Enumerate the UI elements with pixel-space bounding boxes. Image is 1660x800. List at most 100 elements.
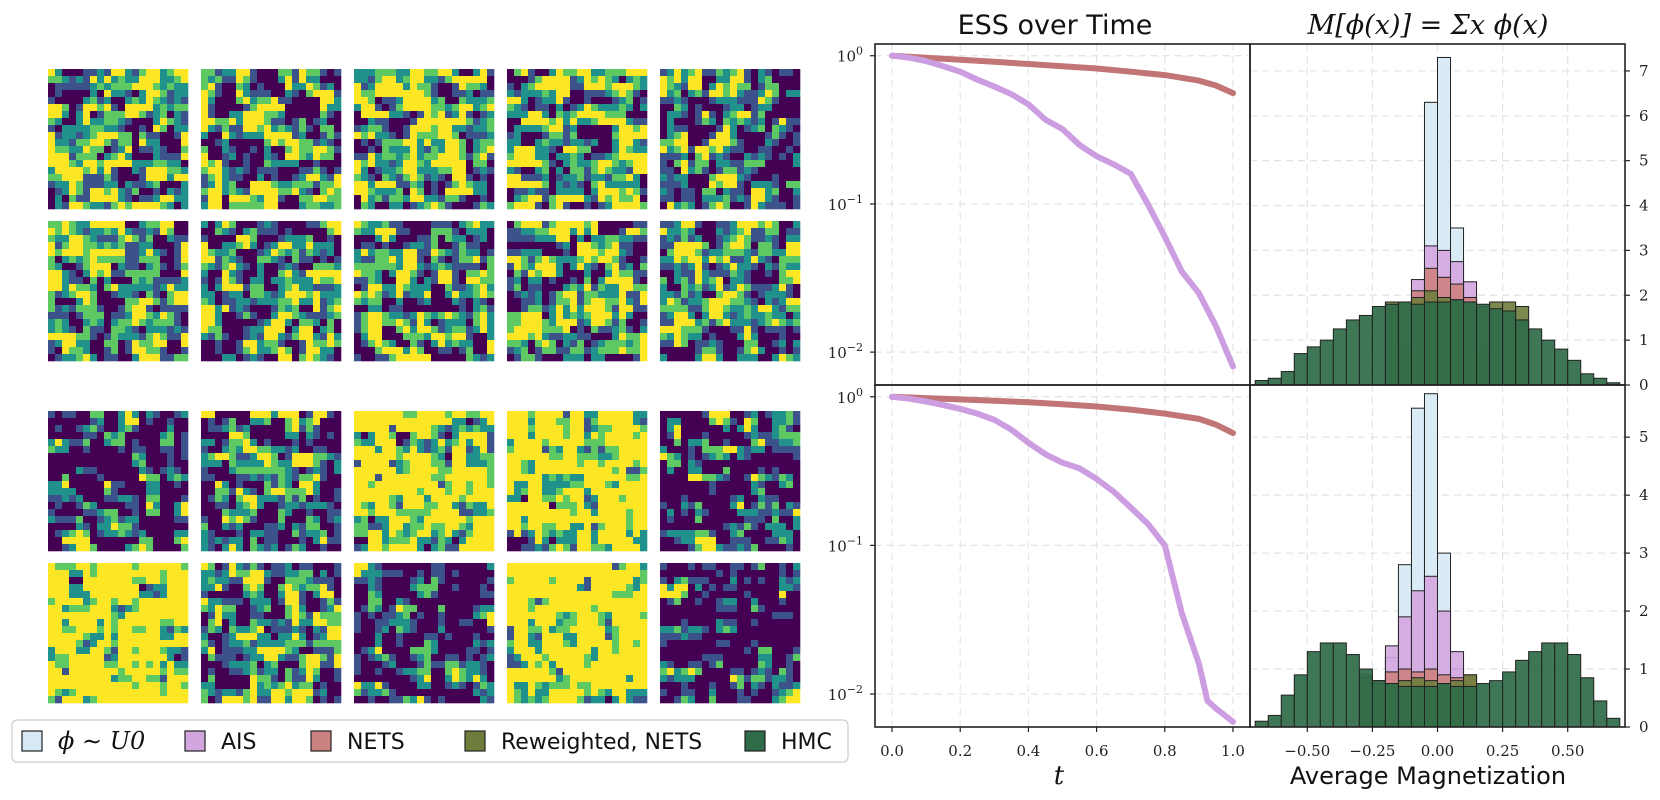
sample-cell bbox=[62, 411, 70, 419]
sample-cell bbox=[313, 467, 321, 475]
sample-cell bbox=[779, 312, 787, 320]
sample-cell bbox=[542, 256, 550, 264]
sample-cell bbox=[612, 125, 620, 133]
sample-cell bbox=[361, 202, 369, 210]
sample-cell bbox=[97, 188, 105, 196]
sample-cell bbox=[139, 195, 147, 203]
sample-cell bbox=[695, 188, 703, 196]
sample-cell bbox=[521, 270, 529, 278]
sample-cell bbox=[278, 132, 286, 140]
sample-cell bbox=[723, 167, 731, 175]
sample-cell bbox=[473, 460, 481, 468]
sample-cell bbox=[382, 256, 390, 264]
sample-cell bbox=[139, 544, 147, 552]
sample-cell bbox=[243, 523, 251, 531]
sample-cell bbox=[299, 249, 307, 257]
sample-cell bbox=[584, 125, 592, 133]
sample-cell bbox=[737, 104, 745, 112]
sample-cell bbox=[160, 432, 168, 440]
sample-cell bbox=[793, 221, 801, 229]
sample-cell bbox=[681, 174, 689, 182]
sample-cell bbox=[605, 76, 613, 84]
sample-cell bbox=[181, 139, 189, 147]
sample-cell bbox=[320, 242, 328, 250]
sample-cell bbox=[528, 76, 536, 84]
sample-cell bbox=[424, 460, 432, 468]
sample-cell bbox=[681, 160, 689, 168]
sample-cell bbox=[626, 340, 634, 348]
sample-cell bbox=[772, 242, 780, 250]
sample-cell bbox=[181, 249, 189, 257]
sample-cell bbox=[667, 111, 675, 119]
sample-cell bbox=[181, 418, 189, 426]
sample-cell bbox=[153, 221, 161, 229]
sample-cell bbox=[299, 495, 307, 503]
sample-cell bbox=[146, 146, 154, 154]
sample-cell bbox=[466, 97, 474, 105]
sample-cell bbox=[772, 235, 780, 243]
sample-cell bbox=[681, 188, 689, 196]
sample-cell bbox=[327, 270, 335, 278]
sample-cell bbox=[688, 118, 696, 126]
sample-cell bbox=[473, 167, 481, 175]
sample-cell bbox=[236, 146, 244, 154]
sample-cell bbox=[146, 340, 154, 348]
sample-cell bbox=[97, 326, 105, 334]
sample-cell bbox=[633, 235, 641, 243]
sample-cell bbox=[417, 319, 425, 327]
sample-cell bbox=[563, 291, 571, 299]
sample-cell bbox=[702, 305, 710, 313]
sample-cell bbox=[97, 104, 105, 112]
sample-cell bbox=[542, 97, 550, 105]
sample-cell bbox=[181, 83, 189, 91]
sample-cell bbox=[76, 242, 84, 250]
sample-cell bbox=[549, 298, 557, 306]
sample-cell bbox=[125, 228, 133, 236]
sample-cell bbox=[779, 174, 787, 182]
sample-cell bbox=[674, 263, 682, 271]
sample-cell bbox=[264, 453, 272, 461]
sample-cell bbox=[118, 425, 126, 433]
sample-cell bbox=[111, 97, 119, 105]
sample-cell bbox=[208, 111, 216, 119]
sample-cell bbox=[528, 242, 536, 250]
sample-cell bbox=[535, 174, 543, 182]
sample-cell bbox=[48, 291, 56, 299]
sample-cell bbox=[382, 195, 390, 203]
sample-cell bbox=[396, 340, 404, 348]
sample-cell bbox=[744, 298, 752, 306]
sample-cell bbox=[146, 291, 154, 299]
sample-cell bbox=[264, 425, 272, 433]
sample-cell bbox=[222, 118, 230, 126]
sample-cell bbox=[299, 460, 307, 468]
sample-cell bbox=[83, 104, 91, 112]
sample-cell bbox=[97, 439, 105, 447]
sample-cell bbox=[417, 104, 425, 112]
sample-cell bbox=[466, 104, 474, 112]
sample-cell bbox=[243, 439, 251, 447]
sample-cell bbox=[612, 111, 620, 119]
sample-cell bbox=[125, 270, 133, 278]
sample-cell bbox=[334, 188, 342, 196]
sample-cell bbox=[786, 97, 794, 105]
sample-cell bbox=[709, 249, 717, 257]
sample-cell bbox=[90, 188, 98, 196]
sample-cell bbox=[285, 509, 293, 517]
sample-cell bbox=[139, 502, 147, 510]
sample-cell bbox=[716, 277, 724, 285]
sample-cell bbox=[236, 291, 244, 299]
sample-cell bbox=[250, 160, 258, 168]
sample-cell bbox=[605, 167, 613, 175]
sample-cell bbox=[744, 347, 752, 355]
sample-cell bbox=[97, 167, 105, 175]
sample-cell bbox=[153, 69, 161, 77]
sample-cell bbox=[626, 291, 634, 299]
sample-cell bbox=[62, 354, 70, 362]
sample-cell bbox=[264, 263, 272, 271]
sample-cell bbox=[410, 256, 418, 264]
sample-cell bbox=[48, 509, 56, 517]
sample-cell bbox=[111, 104, 119, 112]
sample-cell bbox=[521, 312, 529, 320]
sample-cell bbox=[772, 202, 780, 210]
sample-cell bbox=[459, 111, 467, 119]
